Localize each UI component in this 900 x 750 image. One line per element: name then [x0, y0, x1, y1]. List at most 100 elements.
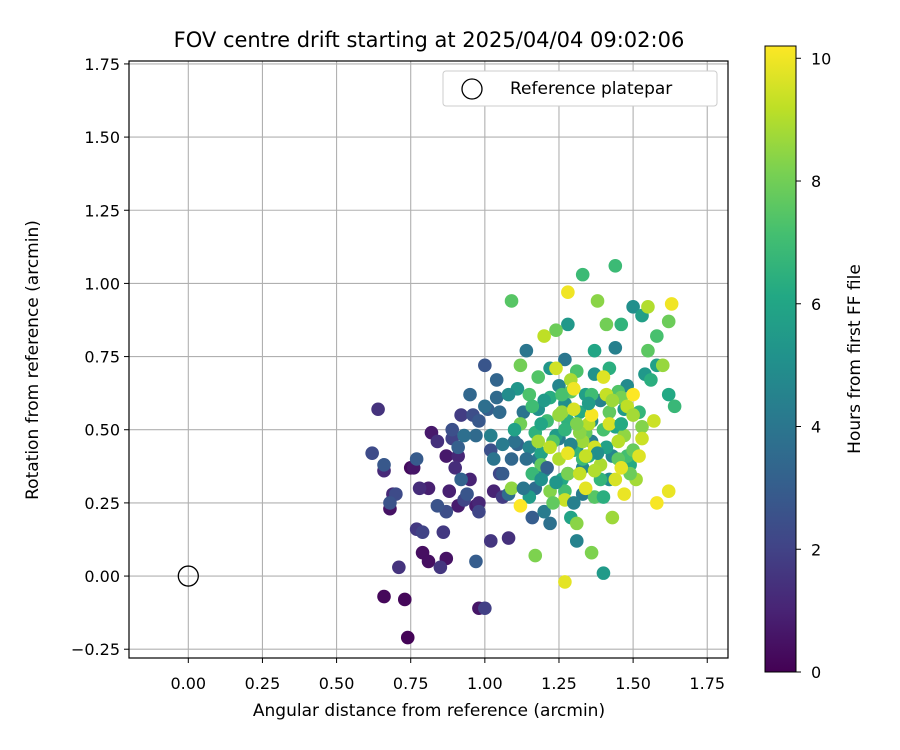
data-point	[590, 294, 605, 308]
data-point	[478, 358, 492, 373]
data-point	[478, 601, 492, 616]
data-point	[569, 516, 584, 531]
data-point	[599, 317, 614, 332]
data-point	[454, 472, 468, 487]
x-tick-label: 1.50	[615, 674, 651, 693]
data-point	[522, 387, 537, 402]
data-point	[371, 402, 385, 417]
data-point	[460, 487, 474, 501]
data-point	[558, 575, 572, 589]
data-point	[519, 452, 534, 466]
data-point	[635, 431, 649, 446]
data-point	[614, 317, 629, 332]
data-point	[587, 343, 602, 358]
data-point	[451, 440, 465, 455]
data-point	[525, 399, 540, 414]
legend-label-reference: Reference platepar	[510, 79, 672, 99]
data-point	[567, 496, 581, 510]
data-point	[483, 534, 498, 548]
data-point	[531, 434, 546, 449]
data-point	[397, 592, 412, 607]
data-point	[664, 297, 679, 311]
data-point	[433, 560, 448, 575]
data-point	[561, 466, 575, 481]
data-point	[644, 373, 658, 387]
data-point	[608, 472, 623, 487]
colorbar-tick-label: 6	[811, 295, 821, 314]
data-point	[501, 531, 516, 545]
data-point	[561, 317, 575, 332]
data-point	[436, 525, 451, 539]
data-point	[605, 393, 620, 408]
data-point	[489, 373, 504, 387]
data-point	[430, 434, 445, 449]
y-tick-label: 1.25	[84, 201, 120, 220]
data-point	[504, 452, 519, 466]
data-point	[632, 449, 646, 463]
legend: Reference platepar	[442, 70, 718, 107]
data-point	[650, 329, 664, 343]
data-point	[555, 387, 569, 402]
data-point	[608, 340, 623, 355]
y-tick-label: 1.00	[84, 274, 120, 293]
colorbar-tick-label: 0	[811, 663, 821, 682]
data-point	[584, 408, 599, 422]
data-point	[507, 422, 522, 437]
data-point	[540, 460, 554, 475]
data-point	[469, 428, 483, 443]
x-tick-label: 0.00	[170, 674, 206, 693]
data-point	[581, 396, 596, 411]
data-point	[572, 466, 587, 481]
legend-box	[442, 70, 718, 107]
grid	[129, 61, 728, 658]
data-point	[650, 496, 664, 510]
data-point	[469, 554, 483, 569]
data-point	[486, 452, 501, 466]
y-tick-label: 0.75	[84, 348, 120, 367]
data-point	[519, 343, 534, 358]
plot-frame	[128, 60, 729, 659]
y-tick-label: 0.25	[84, 494, 120, 513]
reference-marker	[177, 565, 199, 587]
data-point	[483, 428, 498, 443]
data-point	[495, 437, 510, 452]
data-point	[528, 548, 543, 563]
reference-point	[177, 565, 199, 587]
data-point	[448, 460, 462, 475]
colorbar-label: Hours from first FF file	[845, 264, 865, 454]
data-point	[492, 405, 507, 419]
x-axis-label: Angular distance from reference (arcmin)	[253, 701, 605, 721]
data-point	[596, 370, 611, 384]
x-tick-label: 0.50	[319, 674, 355, 693]
data-point	[647, 414, 661, 428]
data-point	[507, 434, 522, 449]
data-point	[537, 329, 551, 343]
data-point	[578, 449, 593, 463]
data-point	[605, 510, 620, 525]
data-point	[602, 417, 617, 431]
y-tick-label: −0.25	[71, 640, 120, 659]
data-point	[626, 300, 640, 314]
data-point	[626, 408, 640, 422]
colorbar-ticks: 0 2 4 6 8 10	[796, 49, 831, 682]
colorbar-tick-label: 8	[811, 172, 821, 191]
data-point	[412, 481, 427, 496]
data-point	[504, 294, 519, 308]
data-point	[655, 358, 670, 373]
data-point	[513, 499, 528, 513]
data-point	[383, 496, 397, 510]
data-point	[454, 408, 468, 422]
x-axis-ticks: 0.00 0.25 0.50 0.75 1.00 1.25 1.50 1.75	[170, 658, 725, 693]
data-point	[531, 370, 546, 384]
y-tick-label: 1.50	[84, 128, 120, 147]
data-point	[558, 352, 572, 367]
y-tick-label: 0.50	[84, 421, 120, 440]
data-point	[463, 387, 477, 402]
x-tick-label: 0.25	[245, 674, 281, 693]
data-point	[442, 484, 457, 498]
data-point	[377, 458, 391, 472]
data-point	[587, 463, 602, 478]
data-point	[614, 460, 629, 475]
data-point	[445, 422, 460, 437]
